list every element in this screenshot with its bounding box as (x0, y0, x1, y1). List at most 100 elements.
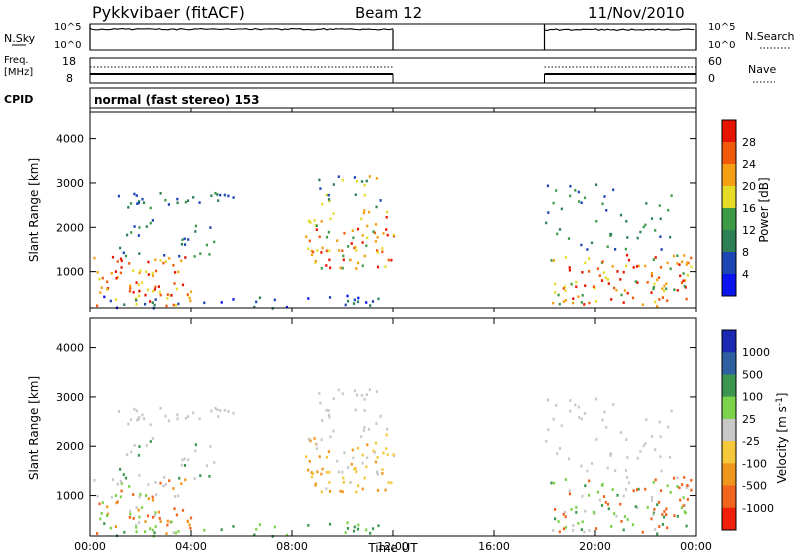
velocity-cell-4-25 (327, 413, 331, 417)
velocity-cell-7-13 (650, 435, 654, 438)
velocity-cell-0-26 (136, 418, 139, 422)
power-cell-3-37 (315, 224, 318, 227)
xtick-label-2: 08:00 (276, 540, 308, 553)
velocity-cell-6-26 (564, 526, 567, 529)
power-cell-1-29 (96, 271, 99, 274)
power-cell-3-65 (374, 223, 378, 226)
velocity-cell-6-56 (631, 523, 635, 527)
power-cell-6-5 (588, 257, 591, 260)
velocity-cell-1-35 (151, 498, 155, 502)
velocity-cell-5-24 (356, 527, 360, 531)
velocity-cell-6-5 (588, 479, 591, 483)
power-cell-6-52 (684, 286, 687, 289)
velocity-cell-1-62 (135, 523, 138, 527)
velocity-cell-6-59 (554, 508, 557, 511)
power-cell-6-1 (583, 303, 586, 306)
power-cell-0-28 (214, 191, 217, 195)
power-cell-0-24 (135, 194, 138, 197)
velocity-cell-3-2 (381, 472, 384, 475)
power-cell-1-22 (164, 260, 167, 263)
velocity-cell-1-1 (175, 513, 178, 517)
nave-tick-low: 0 (708, 72, 715, 85)
velocity-colorbar-swatch-3 (722, 396, 736, 420)
power-colorbar-frame (721, 119, 737, 297)
power-cell-6-49 (690, 265, 693, 269)
power-cell-6-84 (686, 261, 689, 264)
power-cell-1-4 (138, 294, 141, 298)
velocity-cell-6-105 (581, 520, 584, 524)
power-cell-6-22 (623, 289, 626, 292)
velocity-cell-0-17 (117, 410, 120, 413)
power-cell-7-46 (659, 235, 662, 238)
velocity-cell-4-7 (341, 392, 344, 396)
velocity-cell-2-3 (119, 467, 122, 471)
power-cell-3-50 (314, 259, 317, 263)
xtick-label-5: 20:00 (579, 540, 611, 553)
velocity-cell-1-21 (114, 494, 117, 497)
velocity-colorbar-swatch-5 (722, 441, 736, 464)
velocity-cell-1-26 (168, 479, 171, 483)
power-cell-6-76 (685, 263, 688, 266)
velocity-cell-6-81 (615, 514, 618, 518)
velocity-colorbar-tick-0: 1000 (742, 346, 770, 359)
velocity-cell-1-49 (157, 510, 160, 514)
velocity-cell-7-2 (595, 438, 598, 441)
velocity-cell-6-69 (654, 478, 657, 482)
power-cell-3-0 (320, 251, 323, 254)
power-cell-3-28 (361, 241, 364, 244)
velocity-cell-1-47 (186, 519, 189, 523)
velocity-cell-3-63 (390, 481, 393, 485)
power-cell-6-81 (615, 288, 618, 292)
power-cell-7-14 (636, 236, 639, 240)
power-cell-3-27 (384, 265, 387, 268)
power-cell-6-78 (562, 287, 565, 290)
power-cell-1-44 (137, 283, 140, 287)
velocity-cell-6-35 (635, 488, 639, 492)
velocity-cell-6-82 (683, 510, 686, 513)
velocity-cell-4-12 (332, 429, 335, 433)
velocity-cell-3-15 (352, 456, 355, 460)
velocity-cell-4-4 (379, 414, 382, 418)
velocity-cell-1-25 (119, 479, 122, 483)
power-cell-1-46 (162, 261, 165, 265)
velocity-cell-5-26 (153, 531, 156, 535)
power-colorbar-swatch-0 (722, 120, 736, 143)
velocity-cell-6-74 (663, 510, 666, 513)
velocity-cell-6-60 (558, 530, 561, 534)
power-cell-7-27 (624, 247, 627, 251)
power-cell-4-23 (353, 176, 356, 179)
power-cell-6-61 (673, 288, 676, 291)
power-cell-7-15 (667, 208, 670, 212)
velocity-cell-0-21 (142, 417, 146, 421)
power-cell-1-8 (189, 290, 193, 294)
velocity-cell-4-16 (365, 393, 368, 397)
power-cell-5-22 (255, 300, 258, 304)
power-cell-5-29 (151, 301, 154, 304)
power-cell-7-43 (609, 234, 612, 237)
power-cell-3-40 (318, 235, 321, 239)
power-cell-5-25 (346, 299, 350, 303)
velocity-cell-4-23 (353, 389, 356, 393)
power-cell-3-57 (349, 258, 352, 262)
velocity-cell-3-32 (329, 435, 332, 439)
power-cell-3-55 (320, 267, 323, 270)
velocity-cell-3-6 (355, 490, 358, 494)
power-cell-6-79 (652, 258, 655, 261)
velocity-cell-4-1 (363, 409, 366, 412)
velocity-cell-7-29 (545, 439, 548, 443)
power-cell-1-70 (155, 269, 158, 273)
velocity-cell-7-27 (624, 469, 627, 472)
velocity-cell-0-12 (167, 419, 170, 423)
nave-tick-high: 60 (708, 55, 722, 68)
power-cell-1-37 (172, 303, 175, 307)
velocity-cell-6-95 (568, 489, 571, 493)
velocity-cell-1-75 (98, 502, 101, 506)
velocity-cell-2-9 (194, 443, 197, 447)
power-cell-1-36 (153, 288, 156, 291)
velocity-cell-3-72 (307, 437, 310, 441)
velocity-cell-3-4 (327, 450, 330, 453)
power-cell-1-50 (154, 258, 157, 262)
frequency-series (89, 66, 697, 83)
velocity-cell-1-60 (146, 514, 150, 518)
velocity-ytick-label-1000: 1000 (56, 490, 84, 503)
